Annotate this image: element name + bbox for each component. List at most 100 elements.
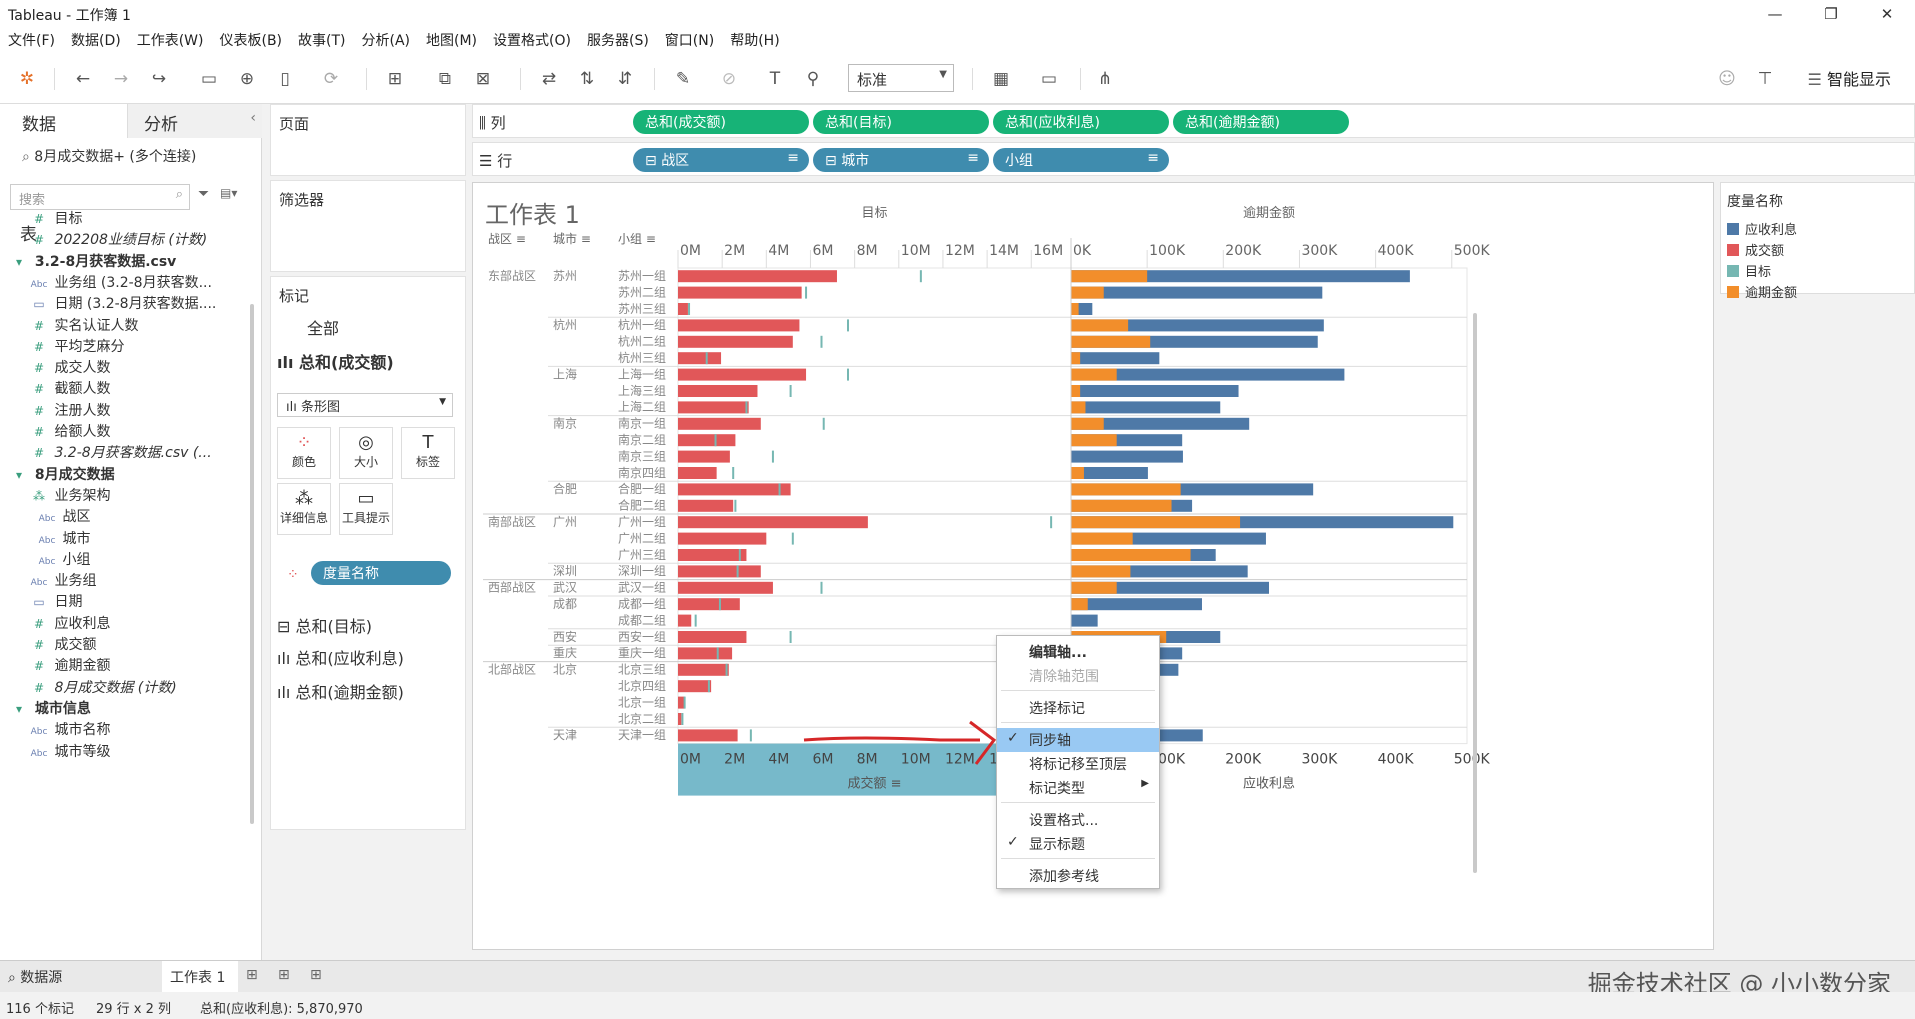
- menu-data[interactable]: 数据(D): [70, 33, 121, 49]
- tableau-logo-icon[interactable]: ✲: [19, 69, 35, 89]
- replay-icon[interactable]: ↪: [151, 69, 167, 89]
- field-item[interactable]: ▭ 日期: [28, 591, 82, 611]
- legend-item-target[interactable]: 目标: [1727, 261, 1771, 280]
- legend-item-deal[interactable]: 成交额: [1727, 240, 1784, 259]
- field-item[interactable]: # 实名认证人数: [28, 315, 138, 335]
- filter-icon[interactable]: ⏷: [198, 186, 210, 202]
- show-labels-icon[interactable]: T: [769, 69, 781, 89]
- field-item[interactable]: ▾ 8月成交数据: [8, 464, 115, 484]
- redo-icon[interactable]: →: [113, 69, 129, 89]
- field-list-scrollbar[interactable]: [250, 304, 254, 824]
- refresh-icon[interactable]: ⟳: [323, 69, 339, 89]
- marks-sum-interest-tab[interactable]: ılı 总和(应收利息): [277, 645, 404, 669]
- marks-sum-deal-tab[interactable]: ılı 总和(成交额): [277, 349, 394, 373]
- color-button[interactable]: ⁘ 颜色: [277, 427, 331, 479]
- size-button[interactable]: ◎ 大小: [339, 427, 393, 479]
- row-pill-zone[interactable]: ⊟ 战区 ≡: [633, 148, 809, 172]
- row-pill-group[interactable]: 小组 ≡: [993, 148, 1169, 172]
- menu-story[interactable]: 故事(T): [298, 33, 346, 49]
- field-item[interactable]: Abc 城市名称: [28, 719, 111, 739]
- field-item[interactable]: # 应收利息: [28, 613, 110, 633]
- menu-add-reference-line[interactable]: 添加参考线: [1029, 869, 1099, 885]
- menu-worksheet[interactable]: 工作表(W): [136, 33, 204, 49]
- save-icon[interactable]: ▭: [200, 69, 218, 89]
- menu-analysis[interactable]: 分析(A): [361, 33, 411, 49]
- field-item[interactable]: Abc 城市: [36, 528, 91, 548]
- field-item[interactable]: # 成交额: [28, 634, 96, 654]
- field-item[interactable]: Abc 业务组: [28, 570, 97, 590]
- share-icon[interactable]: ⋔: [1097, 69, 1113, 89]
- row-pill-city[interactable]: ⊟ 城市 ≡: [813, 148, 989, 172]
- pin-icon[interactable]: ⚲: [806, 69, 820, 89]
- new-sheet-icon[interactable]: ⊞: [246, 967, 258, 983]
- close-button[interactable]: ✕: [1880, 5, 1894, 23]
- field-item[interactable]: Abc 战区: [36, 506, 91, 526]
- detail-button[interactable]: ⁂ 详细信息: [277, 483, 331, 535]
- new-datasource-icon[interactable]: ⊕: [239, 69, 255, 89]
- sort-asc-icon[interactable]: ⇅: [579, 69, 595, 89]
- column-pill-target[interactable]: 总和(目标): [813, 110, 989, 134]
- menu-mark-type[interactable]: 标记类型 ▶: [997, 776, 1159, 800]
- field-item[interactable]: Abc 业务组 (3.2-8月获客数...: [28, 272, 212, 292]
- field-item[interactable]: # 平均芝麻分: [28, 336, 124, 356]
- swap-icon[interactable]: ⇄: [541, 69, 557, 89]
- highlight-icon[interactable]: ✎: [675, 69, 691, 89]
- view-options-icon[interactable]: ▤▾: [220, 186, 238, 200]
- duplicate-sheet-icon[interactable]: ⧉: [438, 69, 452, 89]
- columns-shelf[interactable]: ⫼ 列 总和(成交额) 总和(目标) 总和(应收利息) 总和(逾期金额): [472, 104, 1915, 138]
- menu-clear-axis-range[interactable]: 清除轴范围: [1029, 669, 1099, 685]
- column-pill-deal[interactable]: 总和(成交额): [633, 110, 809, 134]
- measure-names-pill[interactable]: 度量名称: [311, 561, 451, 585]
- field-item[interactable]: # 202208业绩目标 (计数): [28, 229, 207, 249]
- mark-type-select[interactable]: ılı 条形图 ▼: [277, 393, 453, 417]
- group-icon[interactable]: ⊘: [721, 69, 737, 89]
- paint-icon[interactable]: ⊤: [1757, 69, 1773, 89]
- menu-edit-axis[interactable]: 编辑轴...: [1029, 645, 1087, 661]
- menu-map[interactable]: 地图(M): [426, 33, 478, 49]
- tab-data[interactable]: 数据: [0, 104, 128, 138]
- menu-window[interactable]: 窗口(N): [664, 33, 715, 49]
- fit-select[interactable]: 标准 ▼: [848, 64, 954, 92]
- field-item[interactable]: # 8月成交数据 (计数): [28, 677, 177, 697]
- filters-card[interactable]: 筛选器: [270, 180, 466, 272]
- restore-button[interactable]: ❐: [1824, 5, 1838, 23]
- field-item[interactable]: # 逾期金额: [28, 655, 110, 675]
- pages-card[interactable]: 页面: [270, 104, 466, 176]
- marks-all-tab[interactable]: 全部: [307, 319, 340, 338]
- new-dashboard-icon[interactable]: ⊞: [278, 967, 290, 983]
- field-item[interactable]: # 目标: [28, 208, 82, 228]
- field-item[interactable]: Abc 城市等级: [28, 741, 111, 761]
- show-cards-icon[interactable]: ▦: [992, 69, 1010, 89]
- menu-show-header[interactable]: ✓ 显示标题: [997, 832, 1159, 856]
- menu-format[interactable]: 设置格式...: [1029, 813, 1099, 829]
- tab-analysis[interactable]: 分析 ‹: [128, 104, 262, 138]
- undo-icon[interactable]: ←: [75, 69, 91, 89]
- presentation-icon[interactable]: ▭: [1040, 69, 1058, 89]
- clear-sheet-icon[interactable]: ⊠: [475, 69, 491, 89]
- sort-desc-icon[interactable]: ⇵: [617, 69, 633, 89]
- column-pill-interest[interactable]: 总和(应收利息): [993, 110, 1169, 134]
- marks-sum-overdue-tab[interactable]: ılı 总和(逾期金额): [277, 679, 404, 703]
- menu-dashboard[interactable]: 仪表板(B): [219, 33, 283, 49]
- pause-updates-icon[interactable]: ▯: [280, 69, 290, 89]
- minimize-button[interactable]: —: [1767, 5, 1783, 23]
- field-item[interactable]: ▾ 城市信息: [8, 698, 91, 718]
- new-story-icon[interactable]: ⊞: [310, 967, 322, 983]
- field-item[interactable]: Abc 小组: [36, 549, 91, 569]
- field-item[interactable]: ▾ 3.2-8月获客数据.csv: [8, 251, 176, 271]
- menu-sync-axis[interactable]: ✓ 同步轴: [997, 728, 1159, 752]
- field-item[interactable]: # 成交人数: [28, 357, 110, 377]
- menu-move-marks-front[interactable]: 将标记移至顶层: [1029, 757, 1127, 773]
- field-item[interactable]: # 注册人数: [28, 400, 110, 420]
- column-pill-overdue[interactable]: 总和(逾期金额): [1173, 110, 1349, 134]
- tooltip-button[interactable]: ▭ 工具提示: [339, 483, 393, 535]
- menu-help[interactable]: 帮助(H): [730, 33, 780, 49]
- legend-item-interest[interactable]: 应收利息: [1727, 219, 1797, 238]
- new-sheet-icon[interactable]: ⊞: [387, 69, 403, 89]
- field-item[interactable]: # 3.2-8月获客数据.csv (...: [28, 442, 212, 462]
- menu-format[interactable]: 设置格式(O): [493, 33, 571, 49]
- datasource-connection[interactable]: ⌕ 8月成交数据+ (多个连接): [22, 146, 196, 166]
- datasource-tab[interactable]: ⌕ 数据源: [8, 967, 62, 987]
- sheet-tab[interactable]: 工作表 1: [162, 961, 238, 993]
- field-item[interactable]: ▭ 日期 (3.2-8月获客数据....: [28, 293, 216, 313]
